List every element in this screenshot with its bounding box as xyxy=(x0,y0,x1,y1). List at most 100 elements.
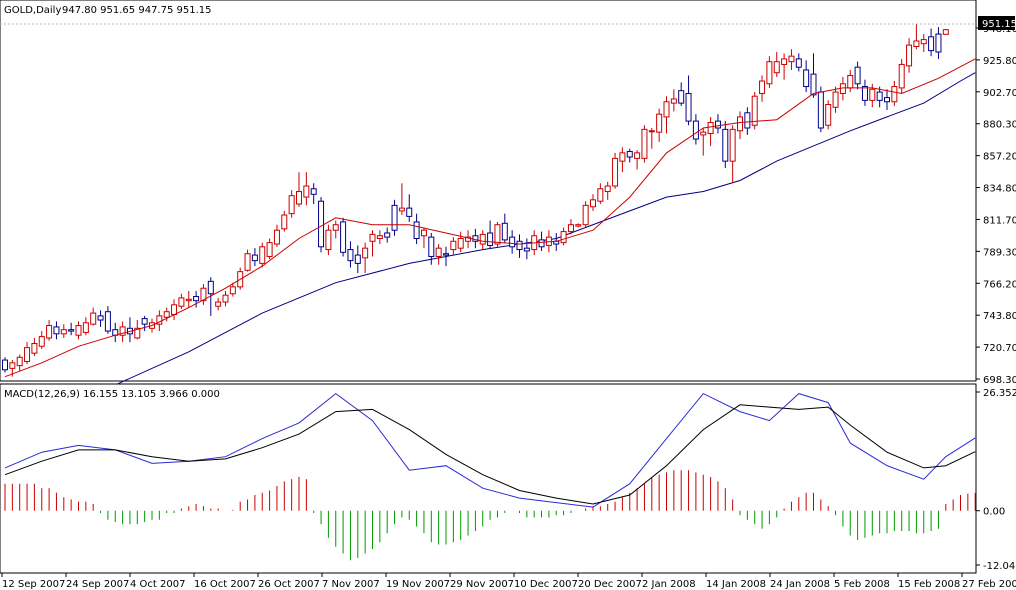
macd-label: MACD(12,26,9) 16.155 13.105 3.966 0.000 xyxy=(4,389,220,400)
time-axis: 12 Sep 2007 24 Sep 2007 4 Oct 2007 16 Oct 2… xyxy=(1,573,1016,590)
candle-body xyxy=(413,221,420,240)
candle-body xyxy=(575,224,582,227)
candle-body xyxy=(303,185,310,198)
candle-body xyxy=(178,297,185,307)
time-tick-label: 19 Nov 2007 xyxy=(386,579,450,590)
candle-body xyxy=(494,224,501,245)
time-tick-label: 26 Oct 2007 xyxy=(258,579,320,590)
candle-body xyxy=(619,152,626,162)
candle-body xyxy=(847,74,854,89)
candle-body xyxy=(185,298,192,302)
candle-body xyxy=(318,200,325,248)
candle-body xyxy=(479,233,486,245)
time-tick-label: 10 Dec 2007 xyxy=(514,579,578,590)
candle-body xyxy=(501,222,508,241)
candle-body xyxy=(229,286,236,295)
candle-body xyxy=(656,113,663,133)
candle-body xyxy=(906,44,913,67)
time-tick-label: 20 Dec 2007 xyxy=(578,579,642,590)
candle-body xyxy=(443,253,449,256)
price-tick-label: 766.20 xyxy=(983,279,1016,290)
candle-body xyxy=(707,121,714,135)
candle-body xyxy=(648,130,655,133)
candle-body xyxy=(171,304,178,315)
candle-body xyxy=(898,63,905,89)
candle-body xyxy=(854,66,861,85)
candle-body xyxy=(781,58,788,65)
candle-body xyxy=(428,236,435,257)
candle-body xyxy=(450,240,457,251)
candle-body xyxy=(641,128,648,159)
candle-body xyxy=(16,356,23,367)
price-tick-label: 902.70 xyxy=(983,88,1016,99)
price-tick-label: 743.80 xyxy=(983,311,1016,322)
candle-body xyxy=(626,150,633,158)
candle-body xyxy=(141,318,148,325)
candle-body xyxy=(420,229,427,237)
candle-body xyxy=(60,329,67,335)
candle-body xyxy=(773,61,780,74)
candle-body xyxy=(567,224,574,233)
candle-body xyxy=(347,249,354,262)
macd-tick-label: 0.00 xyxy=(983,507,1005,518)
candle-body xyxy=(259,246,266,264)
candle-body xyxy=(759,80,766,94)
candle-body xyxy=(38,336,45,347)
candle-body xyxy=(582,204,589,226)
time-tick-label: 12 Sep 2007 xyxy=(2,579,65,590)
candle-body xyxy=(560,231,567,244)
macd-axis: 26.352 0.00 -12.046 xyxy=(976,388,1016,572)
candle-body xyxy=(700,131,707,136)
price-tick-label: 720.70 xyxy=(983,343,1016,354)
candle-body xyxy=(296,191,302,205)
candle-body xyxy=(215,301,222,307)
candle-body xyxy=(119,326,126,336)
candle-body xyxy=(538,239,545,248)
candle-body xyxy=(90,312,97,325)
candle-body xyxy=(406,207,413,217)
candle-body xyxy=(516,240,523,251)
macd-tick-label: -12.046 xyxy=(983,561,1016,572)
candle-body xyxy=(729,128,736,162)
candle-body xyxy=(354,254,361,264)
time-tick-label: 14 Jan 2008 xyxy=(706,579,766,590)
candle-body xyxy=(597,188,604,202)
candle-body xyxy=(590,199,596,208)
candle-body xyxy=(266,242,273,257)
price-tick-label: 811.70 xyxy=(983,215,1016,226)
candle-body xyxy=(928,36,935,52)
candle-body xyxy=(692,120,699,140)
candle-body xyxy=(288,195,295,215)
candle-body xyxy=(766,61,773,85)
candle-body xyxy=(788,55,795,63)
candle-body xyxy=(722,128,729,162)
macd-histogram xyxy=(4,470,976,561)
macd-panel-frame xyxy=(0,383,977,574)
candle-body xyxy=(817,91,824,129)
signal-line xyxy=(4,404,976,505)
candle-body xyxy=(244,253,251,271)
candle-body xyxy=(376,235,383,240)
candle-body xyxy=(332,224,339,231)
candle-body xyxy=(487,232,494,246)
symbol-title: GOLD,Daily xyxy=(4,5,61,16)
candle-body xyxy=(678,90,685,104)
candle-body xyxy=(24,347,31,362)
candle-body xyxy=(193,296,200,302)
candle-body xyxy=(200,287,207,302)
candle-body xyxy=(810,73,817,96)
price-tick-label: 857.20 xyxy=(983,152,1016,163)
candle-body xyxy=(913,40,920,47)
time-tick-label: 16 Oct 2007 xyxy=(194,579,256,590)
time-tick-label: 2 Jan 2008 xyxy=(642,579,696,590)
candle-body xyxy=(75,325,82,336)
candle-body xyxy=(207,280,214,295)
candle-body xyxy=(281,214,288,230)
candle-body xyxy=(935,33,942,53)
candle-body xyxy=(104,311,111,332)
price-tick-label: 698.30 xyxy=(983,375,1016,386)
candle-body xyxy=(82,322,89,333)
candle-body xyxy=(744,112,751,129)
candle-body xyxy=(273,229,280,245)
